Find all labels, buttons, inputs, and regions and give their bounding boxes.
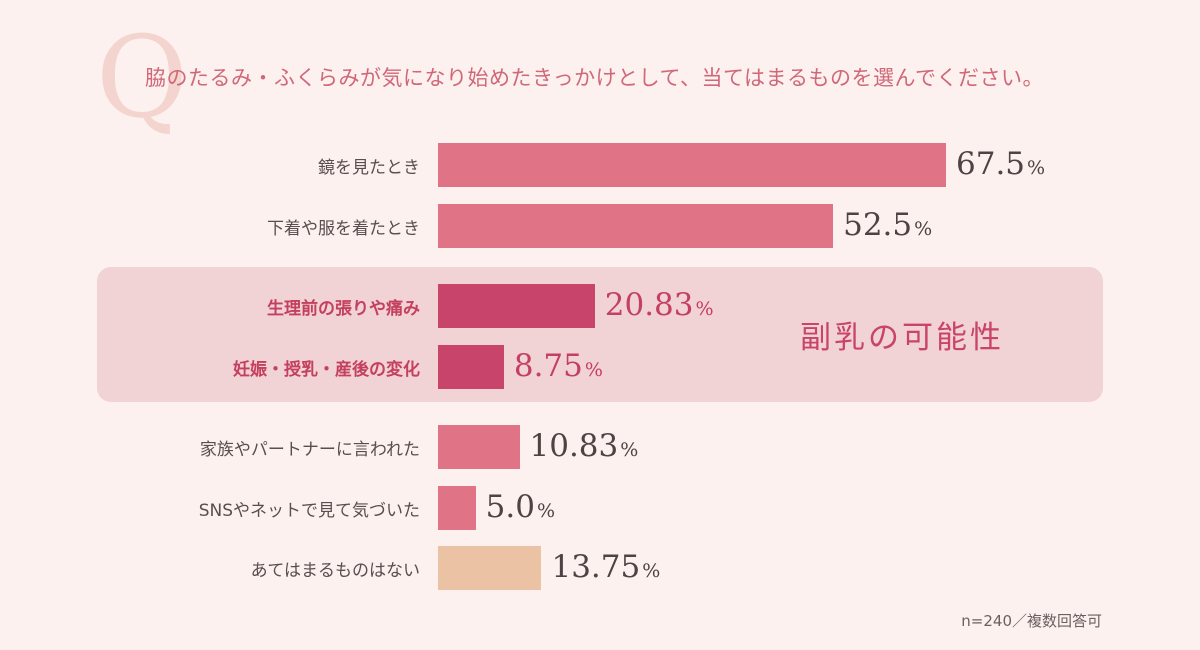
value-label: 8.75% bbox=[514, 348, 603, 384]
value-number: 52.5 bbox=[843, 207, 913, 243]
value-label: 67.5% bbox=[956, 146, 1045, 182]
category-label: 妊娠・授乳・産後の変化 bbox=[233, 360, 420, 380]
value-number: 8.75 bbox=[513, 348, 583, 384]
value-unit: % bbox=[914, 218, 933, 240]
bar bbox=[438, 143, 946, 187]
value-label: 10.83% bbox=[530, 428, 639, 464]
category-label: 下着や服を着たとき bbox=[267, 219, 420, 239]
bar bbox=[438, 284, 595, 328]
category-label: 家族やパートナーに言われた bbox=[199, 440, 420, 460]
value-unit: % bbox=[620, 439, 639, 461]
category-label: 生理前の張りや痛み bbox=[267, 299, 420, 319]
bar bbox=[438, 425, 520, 469]
value-unit: % bbox=[695, 298, 714, 320]
value-unit: % bbox=[1027, 157, 1046, 179]
question-text: 脇のたるみ・ふくらみが気になり始めたきっかけとして、当てはまるものを選んでくださ… bbox=[145, 66, 1045, 90]
bar bbox=[438, 204, 834, 248]
value-unit: % bbox=[642, 560, 661, 582]
value-label: 20.83% bbox=[605, 287, 714, 323]
value-label: 52.5% bbox=[843, 207, 932, 243]
highlight-box bbox=[97, 267, 1103, 402]
value-number: 5.0 bbox=[485, 489, 535, 525]
category-label: SNSやネットで見て気づいた bbox=[198, 501, 420, 521]
category-label: あてはまるものはない bbox=[250, 561, 420, 581]
value-number: 20.83 bbox=[604, 287, 694, 323]
value-number: 10.83 bbox=[529, 428, 619, 464]
highlight-label: 副乳の可能性 bbox=[800, 320, 1004, 356]
value-number: 13.75 bbox=[551, 549, 641, 585]
bar bbox=[438, 345, 504, 389]
value-label: 13.75% bbox=[551, 549, 660, 585]
bar bbox=[438, 486, 476, 530]
footnote: n=240／複数回答可 bbox=[961, 612, 1102, 630]
value-number: 67.5 bbox=[956, 146, 1026, 182]
value-unit: % bbox=[536, 500, 555, 522]
category-label: 鏡を見たとき bbox=[318, 158, 420, 178]
value-label: 5.0% bbox=[486, 489, 555, 525]
q-mark: Q bbox=[96, 13, 188, 143]
value-unit: % bbox=[584, 359, 603, 381]
bar bbox=[438, 546, 542, 590]
